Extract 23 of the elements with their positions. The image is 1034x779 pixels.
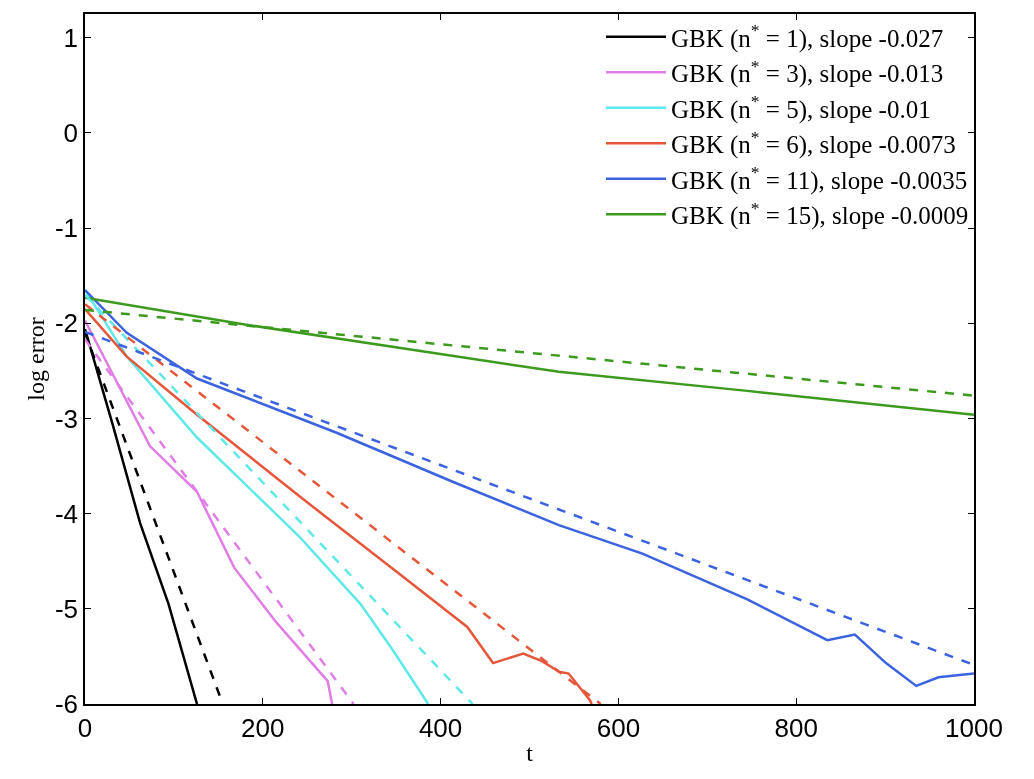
x-tick-label: 600: [596, 712, 641, 743]
line-series: [85, 296, 974, 416]
x-tick-label: 1000: [945, 712, 1003, 743]
y-tick-label: -1: [54, 213, 79, 244]
line-series: [85, 288, 974, 688]
legend-label: GBK (n$^{*}$ = 3), slope -0.013: [671, 55, 944, 88]
legend-label: GBK (n$^{*}$ = 11), slope -0.0035: [671, 162, 968, 195]
y-tick-label: 1: [63, 22, 79, 53]
x-axis-title: t: [526, 739, 534, 766]
x-tick-label: 400: [418, 712, 463, 743]
legend-label: GBK (n$^{*}$ = 5), slope -0.01: [671, 91, 931, 124]
x-tick-label: 800: [774, 712, 818, 743]
x-tick-label: 200: [241, 712, 285, 743]
y-axis-title: log error: [22, 317, 49, 401]
legend-label: GBK (n$^{*}$ = 1), slope -0.027: [671, 20, 944, 53]
y-tick-label: -4: [54, 498, 79, 529]
y-tick-label: 0: [63, 118, 79, 149]
y-tick-label: -3: [54, 403, 79, 434]
y-tick-label: -2: [54, 308, 79, 339]
y-tick-label: -6: [54, 689, 79, 720]
legend-label: GBK (n$^{*}$ = 6), slope -0.0073: [671, 126, 956, 159]
legend-label: GBK (n$^{*}$ = 15), slope -0.0009: [671, 197, 969, 230]
y-tick-label: -5: [54, 593, 79, 624]
